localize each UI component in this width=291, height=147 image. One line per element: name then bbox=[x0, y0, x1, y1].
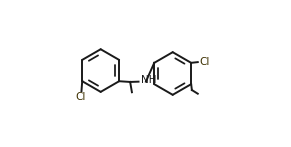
Text: NH: NH bbox=[141, 75, 157, 86]
Text: Cl: Cl bbox=[76, 92, 86, 102]
Text: Cl: Cl bbox=[199, 57, 210, 67]
